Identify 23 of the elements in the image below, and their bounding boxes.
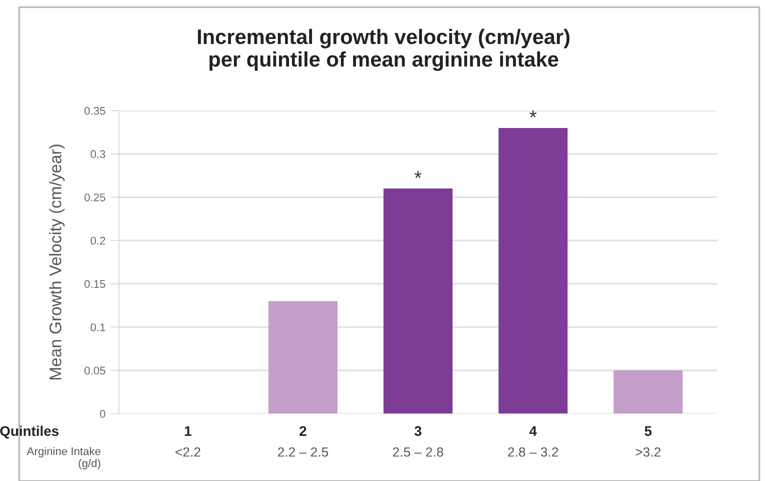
bar bbox=[498, 128, 568, 414]
y-tick-label: 0.15 bbox=[84, 280, 106, 288]
annotation: * bbox=[530, 110, 537, 118]
x-tick-label: 5 >3.2 bbox=[636, 426, 660, 457]
bar bbox=[268, 301, 338, 414]
x-tick-label: 3 2.5 – 2.8 bbox=[393, 426, 444, 457]
y-tick-label: 0.35 bbox=[84, 106, 106, 115]
x-tick-label: 2 2.2 – 2.5 bbox=[278, 426, 328, 457]
bar bbox=[384, 188, 453, 414]
text: Arginine Intake (g/d) bbox=[26, 446, 100, 470]
y-tick-label: 0.1 bbox=[90, 323, 106, 332]
y-tick-label: 0.25 bbox=[84, 193, 106, 202]
bar bbox=[614, 370, 683, 414]
y-tick-label: 0.3 bbox=[90, 150, 106, 158]
annotation: * bbox=[414, 171, 422, 178]
x-tick-label: 4 2.8 – 3.2 bbox=[508, 426, 558, 457]
y-tick-label: 0.2 bbox=[90, 236, 106, 245]
x-tick-label: 1 <2.2 bbox=[176, 426, 200, 457]
y-axis-title: Mean Growth Velocity (cm/year) bbox=[49, 144, 65, 380]
text: Quintiles bbox=[0, 426, 58, 439]
y-tick-label: 0.05 bbox=[84, 366, 106, 375]
y-tick-label: 0 bbox=[100, 410, 106, 418]
chart-title: Incremental growth velocity (cm/year) per quintile of mean arginine intake bbox=[198, 28, 570, 71]
